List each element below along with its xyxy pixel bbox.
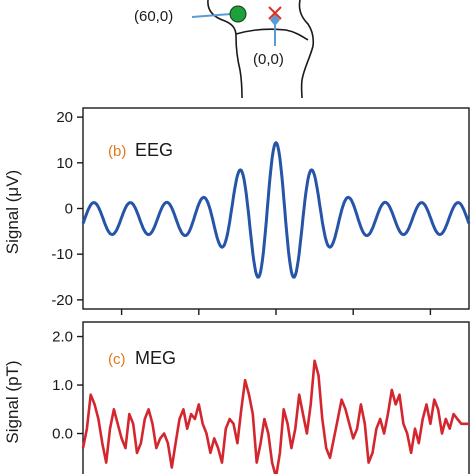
eeg-y-tick-label: 10 — [56, 155, 73, 172]
eeg-panel: (b) EEG Signal (μV) 20 10 0 -10 -20 — [3, 107, 471, 315]
eeg-y-axis-title: Signal (μV) — [3, 170, 22, 254]
head-diagram: (60,0) (0,0) — [134, 0, 315, 99]
meg-plot-frame — [82, 321, 470, 474]
electrode-connector-left — [191, 13, 232, 18]
eeg-y-tick-label: -20 — [51, 292, 73, 309]
meg-y-tick-label: 0.0 — [52, 426, 73, 443]
eeg-x-ticks — [120, 309, 432, 315]
eeg-plot-frame — [82, 107, 470, 310]
origin-diamond — [270, 14, 280, 26]
meg-y-ticks: 2.01.00.0-1.0 — [52, 329, 83, 443]
eeg-y-ticks: 20 10 0 -10 -20 — [51, 109, 83, 309]
electrode-dot — [229, 5, 247, 23]
eeg-y-tick-label: 0 — [65, 201, 73, 218]
meg-y-tick-label: 1.0 — [52, 377, 73, 394]
eeg-y-tick-label: -10 — [51, 246, 73, 263]
meg-y-tick-label: 2.0 — [52, 329, 73, 346]
eeg-panel-name: EEG — [135, 140, 173, 160]
head-outline-right — [298, 0, 315, 99]
eeg-panel-tag: (b) — [108, 143, 126, 160]
head-brow — [235, 28, 309, 41]
eeg-signal-line — [81, 141, 471, 279]
eeg-y-tick-label: 20 — [56, 109, 73, 126]
meg-signal-line — [81, 359, 469, 474]
meg-panel: (c) MEG Signal (pT) 2.01.00.0-1.0 — [3, 321, 470, 474]
meg-panel-name: MEG — [135, 348, 176, 368]
origin-coord-label: (0,0) — [253, 51, 284, 68]
meg-panel-tag: (c) — [108, 351, 126, 368]
meg-y-axis-title: Signal (pT) — [3, 360, 22, 443]
electrode-coord-label: (60,0) — [134, 8, 173, 25]
head-outline — [207, 0, 243, 99]
origin-x-marker — [268, 6, 282, 20]
